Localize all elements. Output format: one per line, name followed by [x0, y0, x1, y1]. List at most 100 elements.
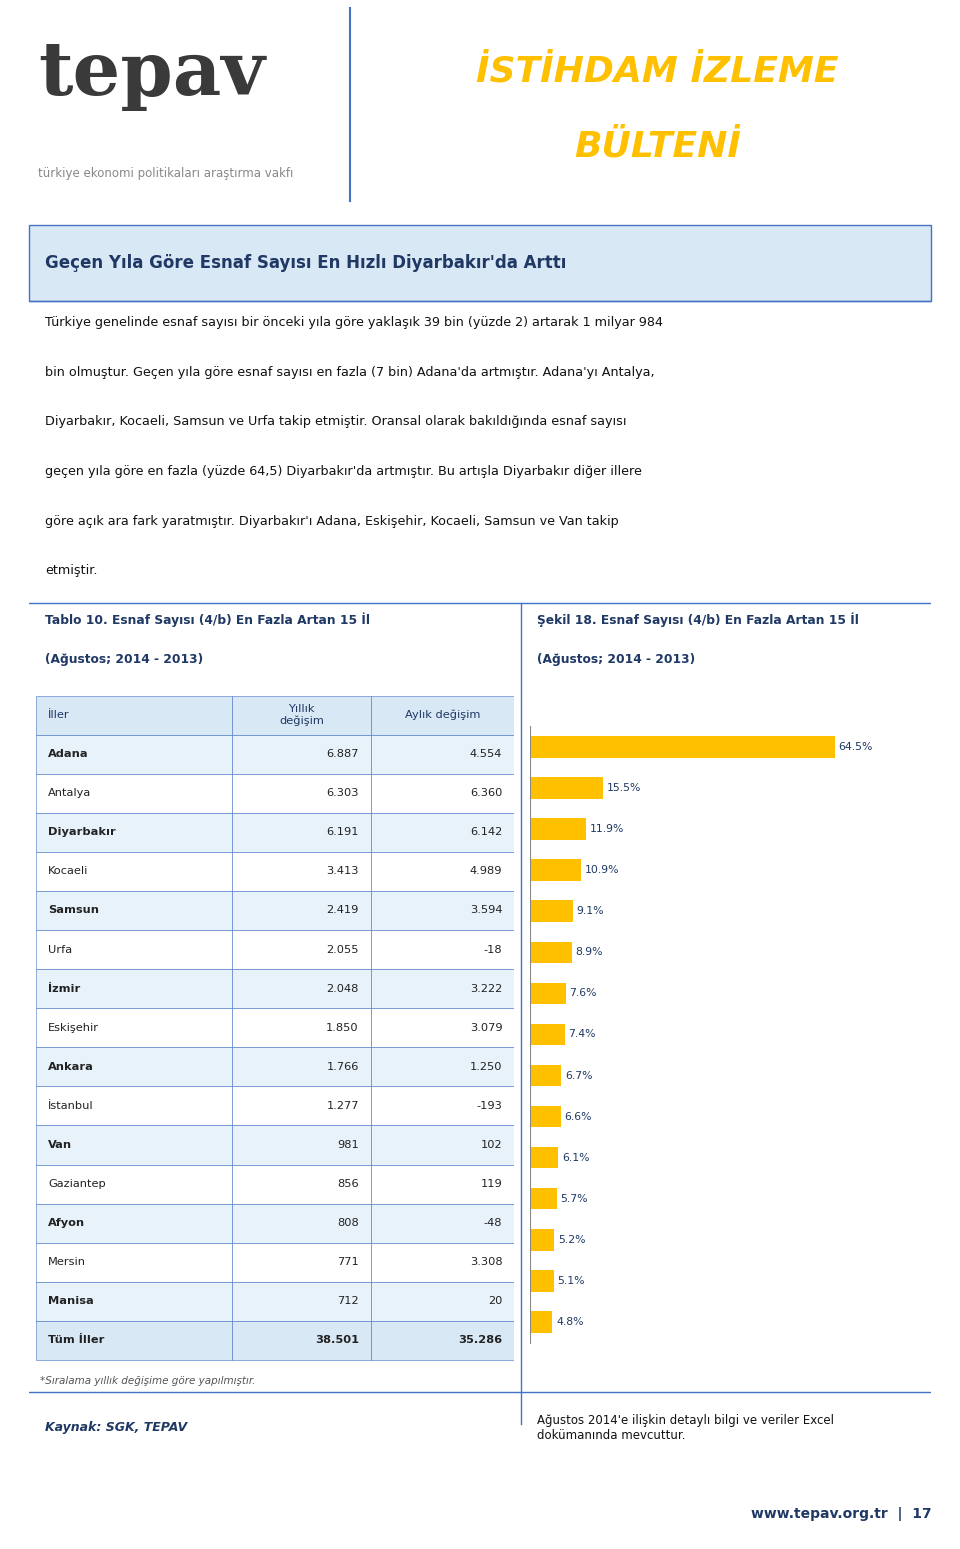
Text: İSTİHDAM İZLEME: İSTİHDAM İZLEME: [476, 54, 839, 88]
Text: 3.222: 3.222: [470, 984, 502, 993]
FancyBboxPatch shape: [371, 1047, 515, 1086]
Text: -48: -48: [484, 1218, 502, 1228]
Text: 3.413: 3.413: [326, 866, 359, 877]
Text: 3.079: 3.079: [469, 1022, 502, 1033]
Text: 64.5%: 64.5%: [839, 742, 873, 751]
Text: 10.9%: 10.9%: [585, 864, 619, 875]
FancyBboxPatch shape: [371, 813, 515, 852]
FancyBboxPatch shape: [371, 773, 515, 813]
FancyBboxPatch shape: [232, 773, 371, 813]
FancyBboxPatch shape: [232, 1008, 371, 1047]
Bar: [530, 818, 586, 840]
Text: 9.1%: 9.1%: [576, 906, 604, 915]
Text: Antalya: Antalya: [48, 788, 91, 798]
FancyBboxPatch shape: [371, 929, 515, 970]
Bar: [530, 1188, 557, 1210]
Text: *Sıralama yıllık değişime göre yapılmıştır.: *Sıralama yıllık değişime göre yapılmışt…: [39, 1376, 255, 1386]
Text: 20: 20: [488, 1297, 502, 1306]
Text: 6.887: 6.887: [326, 750, 359, 759]
FancyBboxPatch shape: [232, 1321, 371, 1360]
FancyBboxPatch shape: [36, 970, 232, 1008]
Text: Tüm İller: Tüm İller: [48, 1335, 105, 1346]
Text: Şekil 18. Esnaf Sayısı (4/b) En Fazla Artan 15 İl: Şekil 18. Esnaf Sayısı (4/b) En Fazla Ar…: [537, 612, 859, 627]
Text: Gaziantep: Gaziantep: [48, 1179, 106, 1190]
Text: Afyon: Afyon: [48, 1218, 85, 1228]
Text: Adana: Adana: [48, 750, 88, 759]
Text: 102: 102: [481, 1140, 502, 1149]
Text: 1.850: 1.850: [326, 1022, 359, 1033]
FancyBboxPatch shape: [36, 1283, 232, 1321]
FancyBboxPatch shape: [232, 734, 371, 773]
FancyBboxPatch shape: [232, 1086, 371, 1126]
Text: 119: 119: [481, 1179, 502, 1190]
Text: İstanbul: İstanbul: [48, 1101, 94, 1111]
FancyBboxPatch shape: [36, 813, 232, 852]
FancyBboxPatch shape: [232, 1165, 371, 1204]
Text: 2.048: 2.048: [326, 984, 359, 993]
FancyBboxPatch shape: [36, 1086, 232, 1126]
Bar: [530, 1270, 554, 1292]
Text: 6.303: 6.303: [326, 788, 359, 798]
Text: 712: 712: [337, 1297, 359, 1306]
Text: 3.308: 3.308: [469, 1258, 502, 1267]
Text: 4.8%: 4.8%: [556, 1317, 584, 1327]
Bar: [530, 1064, 562, 1086]
Bar: [530, 1024, 564, 1046]
Text: 6.6%: 6.6%: [564, 1112, 592, 1121]
FancyBboxPatch shape: [371, 970, 515, 1008]
Text: 38.501: 38.501: [315, 1335, 359, 1346]
FancyBboxPatch shape: [232, 1283, 371, 1321]
FancyBboxPatch shape: [232, 891, 371, 929]
FancyBboxPatch shape: [36, 1008, 232, 1047]
Text: Ağustos 2014'e ilişkin detaylı bilgi ve veriler Excel
dokümanında mevcuttur.: Ağustos 2014'e ilişkin detaylı bilgi ve …: [537, 1414, 834, 1442]
FancyBboxPatch shape: [36, 1165, 232, 1204]
Text: 8.9%: 8.9%: [576, 948, 603, 957]
Bar: [530, 1106, 561, 1128]
FancyBboxPatch shape: [232, 970, 371, 1008]
Text: 4.989: 4.989: [469, 866, 502, 877]
Text: Eskişehir: Eskişehir: [48, 1022, 99, 1033]
FancyBboxPatch shape: [232, 813, 371, 852]
Text: etmiştir.: etmiştir.: [45, 564, 98, 578]
Text: 5.1%: 5.1%: [558, 1276, 585, 1286]
Bar: [530, 1230, 554, 1250]
Text: Kaynak: SGK, TEPAV: Kaynak: SGK, TEPAV: [45, 1422, 187, 1434]
Text: -18: -18: [484, 945, 502, 954]
FancyBboxPatch shape: [232, 1204, 371, 1242]
Bar: [530, 900, 573, 922]
Text: Yıllık
değişim: Yıllık değişim: [279, 703, 324, 726]
FancyBboxPatch shape: [371, 1165, 515, 1204]
Bar: [530, 982, 565, 1004]
Text: www.tepav.org.tr  |  17: www.tepav.org.tr | 17: [751, 1507, 931, 1521]
Text: Manisa: Manisa: [48, 1297, 94, 1306]
Text: Kocaeli: Kocaeli: [48, 866, 88, 877]
FancyBboxPatch shape: [371, 1086, 515, 1126]
Bar: [530, 1312, 552, 1332]
FancyBboxPatch shape: [371, 852, 515, 891]
FancyBboxPatch shape: [36, 734, 232, 773]
Text: geçen yıla göre en fazla (yüzde 64,5) Diyarbakır'da artmıştır. Bu artışla Diyarb: geçen yıla göre en fazla (yüzde 64,5) Di…: [45, 465, 642, 479]
FancyBboxPatch shape: [232, 696, 371, 734]
Text: 3.594: 3.594: [469, 906, 502, 915]
Text: Geçen Yıla Göre Esnaf Sayısı En Hızlı Diyarbakır'da Arttı: Geçen Yıla Göre Esnaf Sayısı En Hızlı Di…: [45, 254, 566, 273]
Text: 2.055: 2.055: [326, 945, 359, 954]
FancyBboxPatch shape: [371, 1242, 515, 1283]
Bar: [530, 736, 835, 757]
Text: Diyarbakır, Kocaeli, Samsun ve Urfa takip etmiştir. Oransal olarak bakıldığında : Diyarbakır, Kocaeli, Samsun ve Urfa taki…: [45, 415, 627, 429]
FancyBboxPatch shape: [371, 696, 515, 734]
Text: 35.286: 35.286: [458, 1335, 502, 1346]
FancyBboxPatch shape: [36, 1047, 232, 1086]
FancyBboxPatch shape: [232, 1242, 371, 1283]
Text: BÜLTENİ: BÜLTENİ: [574, 130, 741, 163]
Text: Türkiye genelinde esnaf sayısı bir önceki yıla göre yaklaşık 39 bin (yüzde 2) ar: Türkiye genelinde esnaf sayısı bir öncek…: [45, 316, 663, 330]
FancyBboxPatch shape: [371, 891, 515, 929]
Text: 7.6%: 7.6%: [569, 988, 597, 999]
FancyBboxPatch shape: [36, 1126, 232, 1165]
Text: 6.191: 6.191: [326, 827, 359, 838]
Text: Van: Van: [48, 1140, 72, 1149]
FancyBboxPatch shape: [371, 1321, 515, 1360]
Bar: [530, 942, 572, 963]
FancyBboxPatch shape: [232, 852, 371, 891]
FancyBboxPatch shape: [371, 1283, 515, 1321]
Text: bin olmuştur. Geçen yıla göre esnaf sayısı en fazla (7 bin) Adana'da artmıştır. : bin olmuştur. Geçen yıla göre esnaf sayı…: [45, 366, 655, 380]
